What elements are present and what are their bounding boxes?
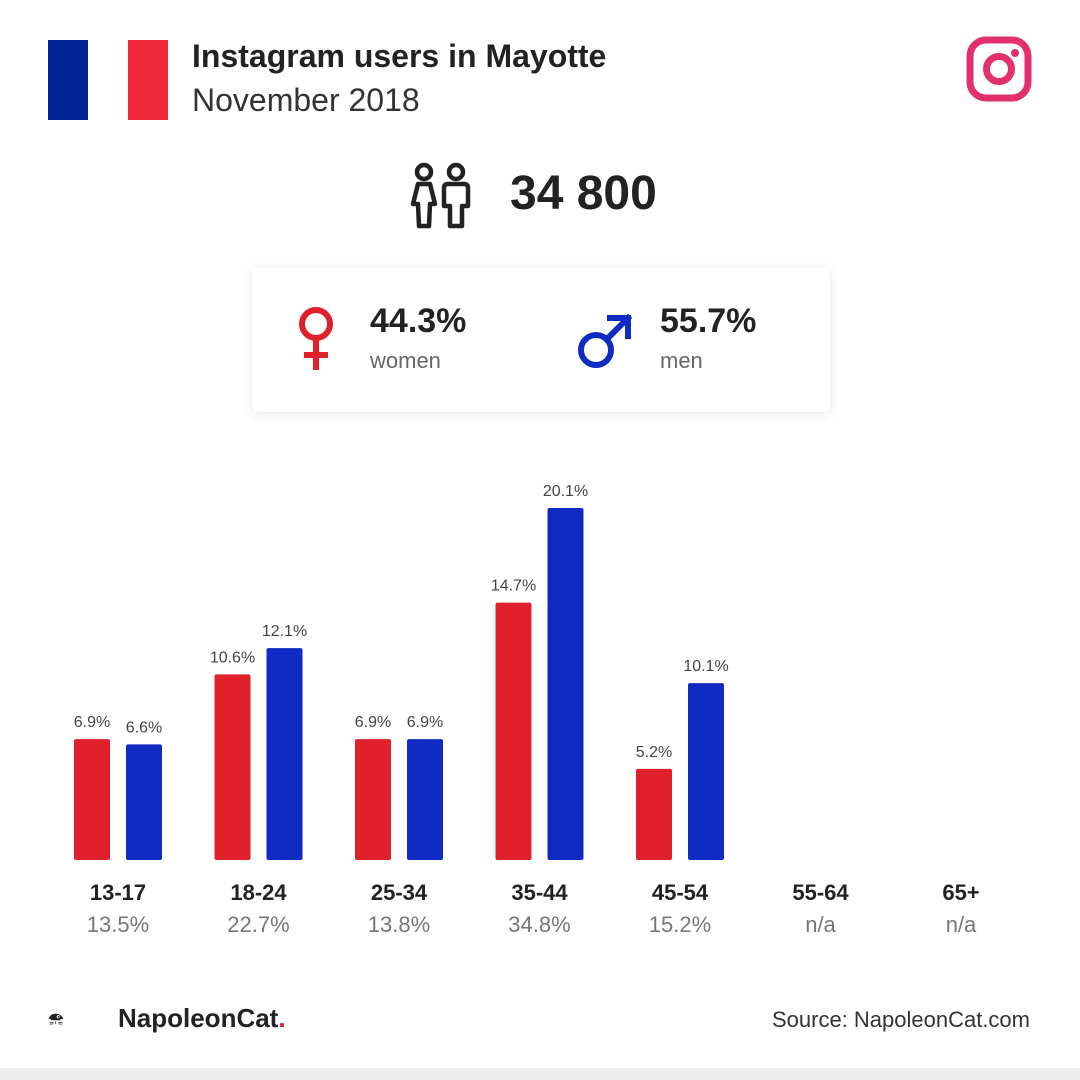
data-label-women-25-34: 6.9% [355,714,391,731]
women-label: women [370,348,441,373]
female-icon [299,307,333,370]
bar-women-25-34 [355,739,391,860]
flag-stripe-white [88,40,128,120]
bar-men-45-54 [688,683,724,860]
bar-men-35-44 [547,508,584,860]
bottom-bar [0,1068,1080,1080]
data-label-men-35-44: 20.1% [543,483,588,500]
men-label: men [660,348,703,373]
source-text: Source: NapoleonCat.com [771,1007,1030,1032]
bar-men-25-34 [407,739,443,860]
category-total-25-34: 13.8% [368,912,430,937]
bar-women-35-44 [495,602,532,860]
instagram-icon [966,36,1032,102]
gender-card: 44.3% women 55.7% men [252,268,830,412]
category-label-35-44: 35-44 [511,880,568,905]
category-total-35-44: 34.8% [508,912,570,937]
total-users-value: 34 800 [510,167,657,220]
category-label-55-64: 55-64 [792,880,849,905]
brand-name-dot: . [278,1003,286,1033]
data-label-men-45-54: 10.1% [683,658,728,675]
men-percent: 55.7% [660,302,757,340]
flag-stripe-blue [48,40,88,120]
category-label-13-17: 13-17 [90,880,146,905]
brand-name-text: NapoleonCat [118,1003,279,1033]
data-label-men-25-34: 6.9% [407,714,443,731]
napoleoncat-logo-icon [48,1013,64,1025]
bar-women-45-54 [636,768,672,860]
bar-women-13-17 [74,739,110,860]
category-label-18-24: 18-24 [230,880,287,905]
category-total-13-17: 13.5% [87,912,149,937]
category-total-55-64: n/a [805,912,836,937]
male-icon [578,313,633,368]
category-total-45-54: 15.2% [649,912,711,937]
data-label-men-18-24: 12.1% [262,623,307,640]
data-label-women-13-17: 6.9% [74,714,110,731]
category-label-45-54: 45-54 [652,880,709,905]
data-label-women-45-54: 5.2% [636,744,672,761]
women-percent: 44.3% [370,302,467,340]
page-subtitle: November 2018 [192,82,420,118]
brand-name: NapoleonCat. [118,1003,286,1034]
category-label-25-34: 25-34 [371,880,428,905]
category-total-65+: n/a [946,912,977,937]
data-label-men-13-17: 6.6% [126,719,162,736]
category-label-65+: 65+ [942,880,979,905]
bar-men-13-17 [126,744,162,860]
data-label-women-35-44: 14.7% [491,578,536,595]
flag-stripe-red [128,40,168,120]
age-gender-bar-chart: 6.9% 6.6% 13-17 13.5% 10.6% 12.1% 18-24 22.7% 6.… [74,483,980,937]
bar-women-18-24 [214,674,251,860]
page-title: Instagram users in Mayotte [192,38,607,74]
users-icon [410,162,471,229]
data-label-women-18-24: 10.6% [210,649,255,666]
category-total-18-24: 22.7% [227,912,289,937]
france-flag [48,40,168,120]
bar-men-18-24 [266,648,303,860]
